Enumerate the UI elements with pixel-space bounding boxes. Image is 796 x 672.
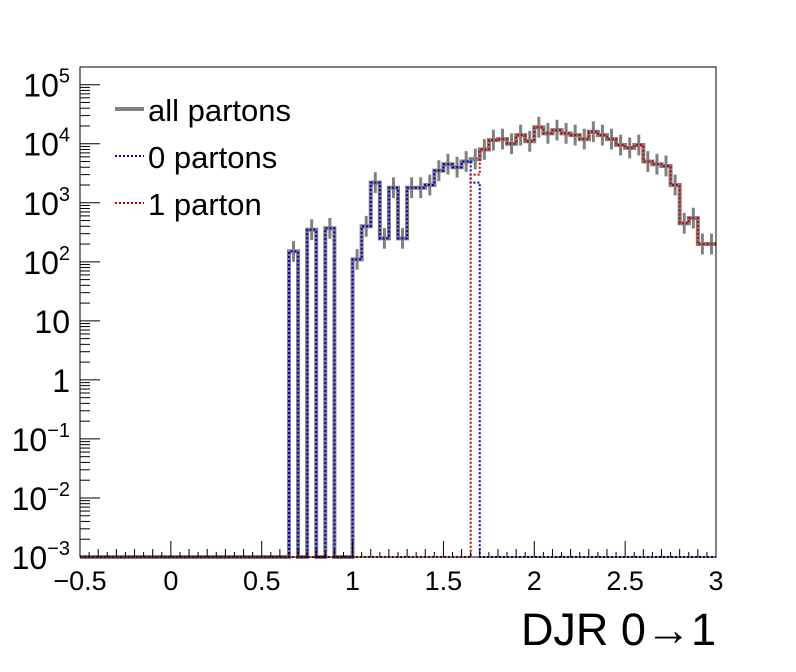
x-tick-label: 1.5 (425, 566, 463, 596)
x-axis: −0.5 0 0.5 1 1.5 2 2.5 3 (53, 541, 724, 596)
legend-entry-1-parton: 1 parton (115, 187, 262, 222)
y-tick-label: 104 (23, 125, 70, 163)
legend-label-all-partons: all partons (148, 93, 291, 128)
y-tick-label: 1 (52, 363, 70, 399)
y-tick-label: 10 (34, 304, 70, 340)
x-tick-label: 0 (163, 566, 178, 596)
x-tick-label: 2.5 (606, 566, 644, 596)
legend-entry-0-partons: 0 partons (115, 140, 277, 175)
legend-entry-all-partons: all partons (115, 93, 291, 128)
legend-label-1-parton: 1 parton (148, 187, 262, 222)
y-tick-label: 10−2 (12, 479, 70, 517)
y-tick-label: 103 (23, 184, 70, 222)
y-tick-label: 10−1 (12, 420, 70, 458)
y-tick-label: 10−3 (12, 538, 70, 576)
legend-label-0-partons: 0 partons (148, 140, 277, 175)
x-axis-title: DJR 0→1 (521, 604, 716, 655)
y-tick-label: 105 (23, 66, 70, 104)
x-tick-label: 0.5 (243, 566, 281, 596)
x-tick-label: 2 (527, 566, 542, 596)
legend: all partons 0 partons 1 parton (115, 93, 291, 222)
x-tick-label: −0.5 (53, 566, 106, 596)
series-layer (80, 116, 716, 559)
x-tick-label: 1 (345, 566, 360, 596)
y-tick-label: 102 (23, 243, 70, 281)
series-all-partons (80, 116, 716, 559)
x-tick-label: 3 (708, 566, 723, 596)
